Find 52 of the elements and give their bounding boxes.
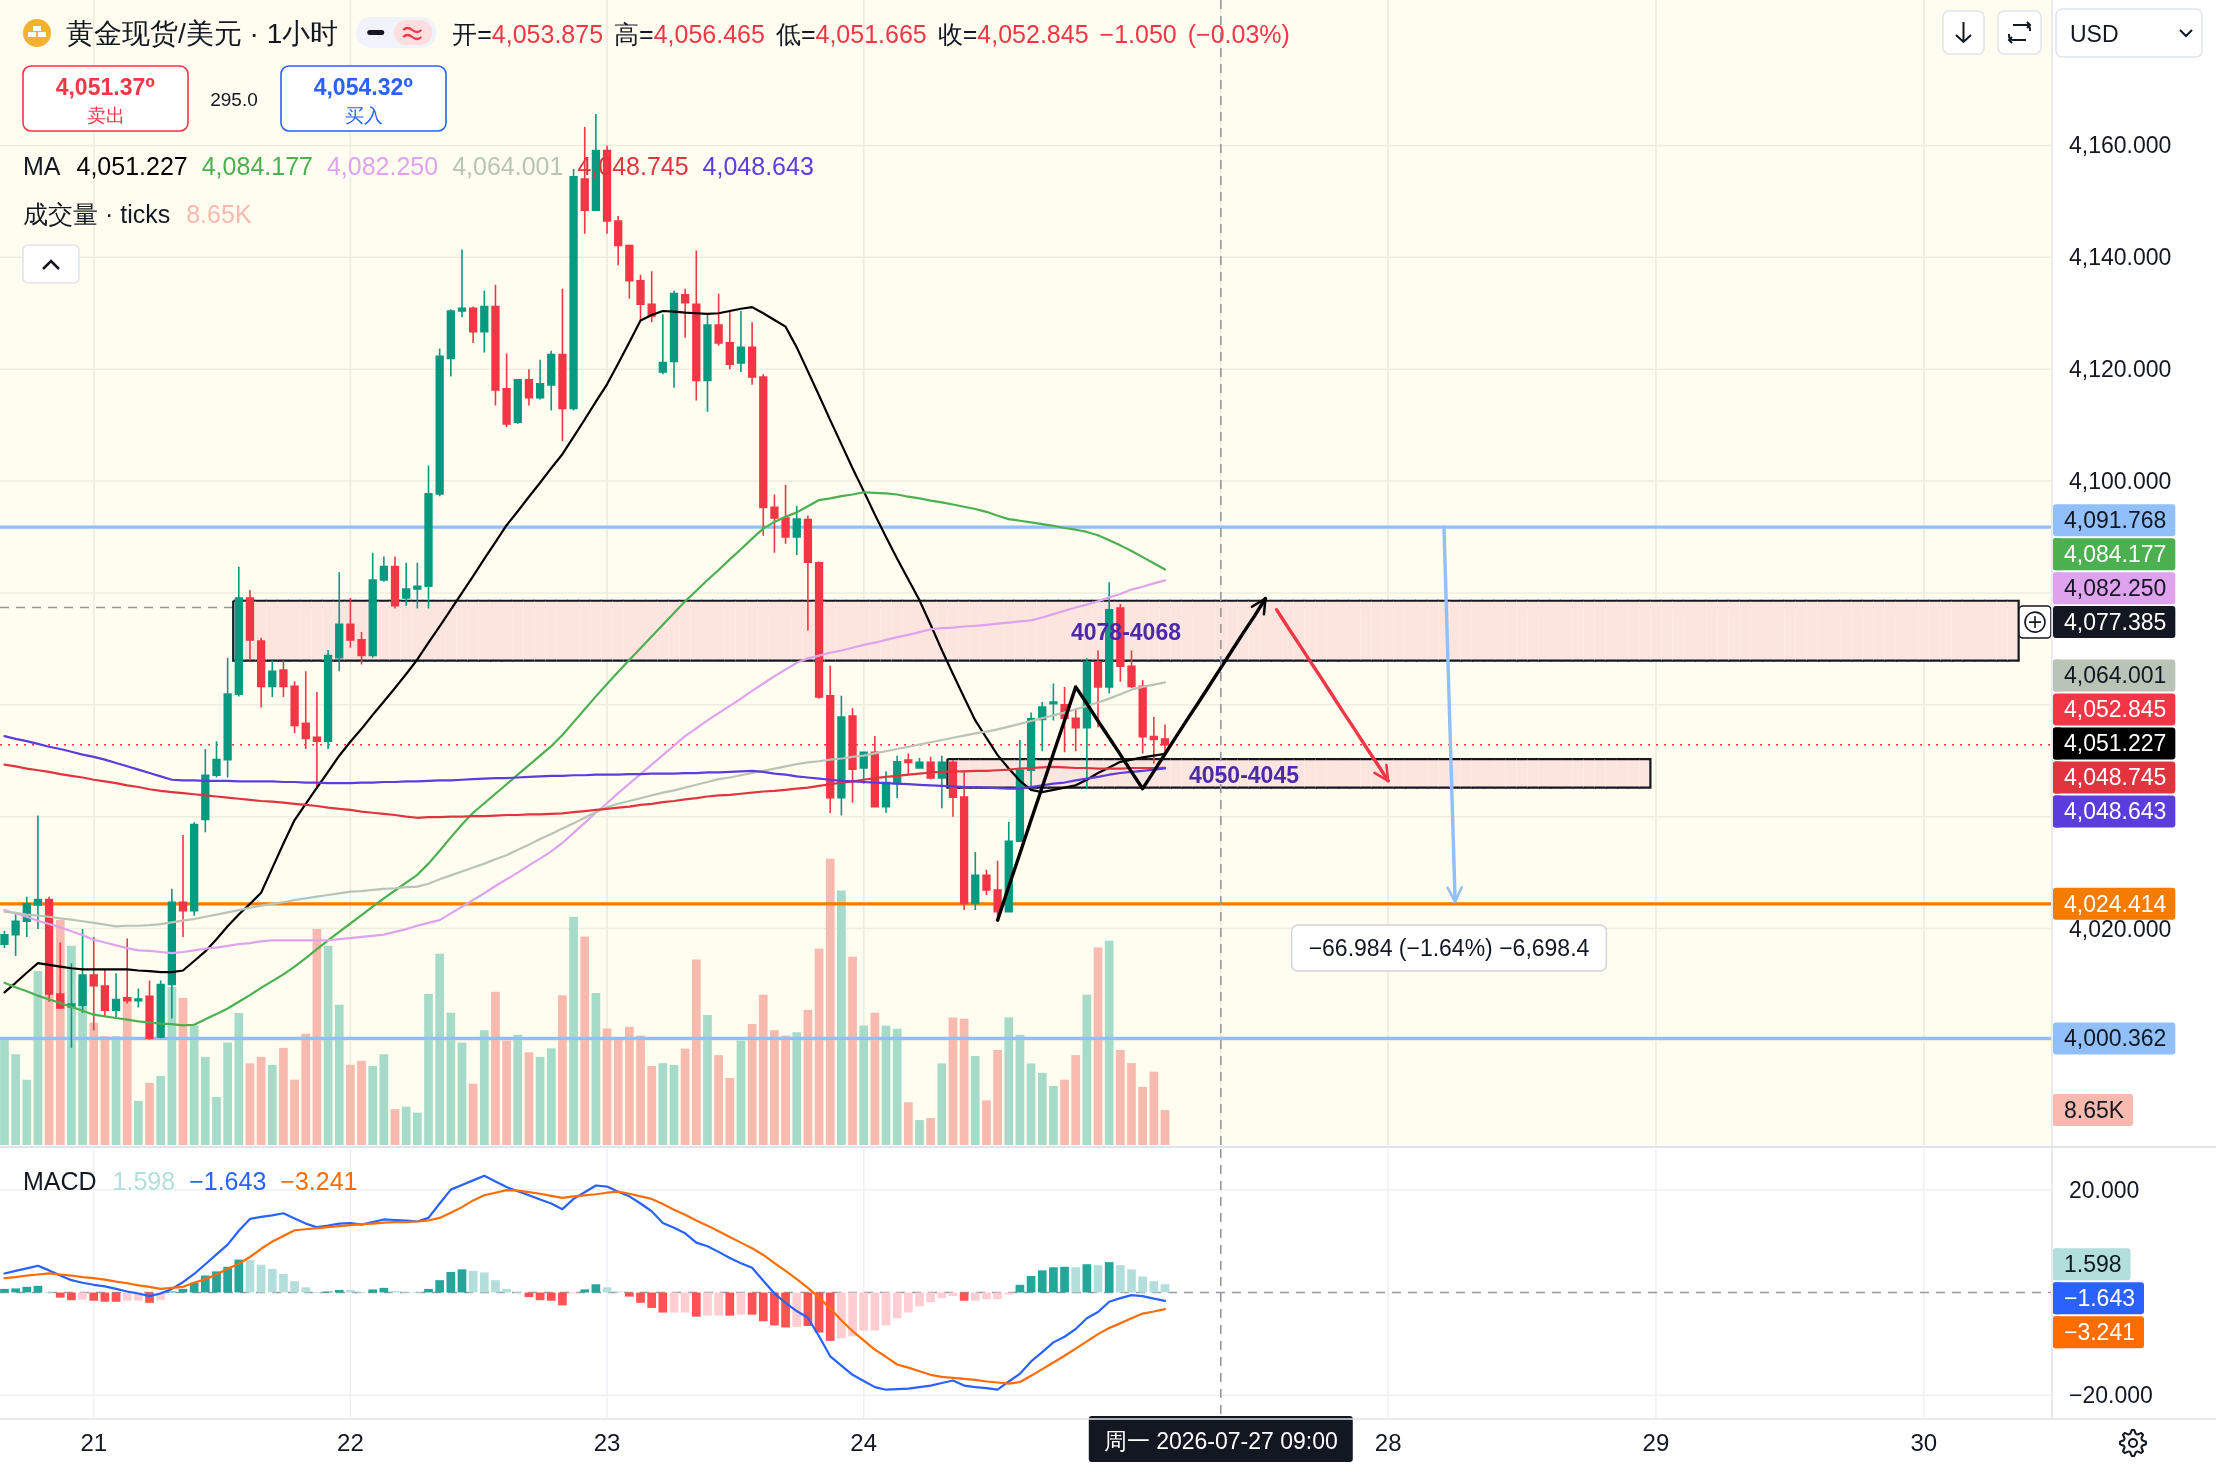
x-tick-label: 28 [1374,1429,1402,1456]
y-tick-label: 4,120.000 [2069,356,2172,383]
text: −1.643 [189,1167,267,1195]
text: 1.598 [112,1167,176,1195]
legend-label: −3.241 [2064,1319,2135,1346]
annotation: 卖出 [86,105,125,126]
annotation: 4050-4045 [1189,762,1300,788]
x-tick-label: 23 [593,1429,621,1456]
y-tick-label: 4,140.000 [2069,244,2172,271]
x-tick-label: 22 [337,1429,364,1456]
text: 4,064.001 [452,152,564,180]
legend-label: 4,084.177 [2064,541,2167,568]
legend-label: −1.643 [2064,1285,2135,1312]
y-tick-label: 4,160.000 [2069,132,2172,159]
chart-title: 成交量 · ticks [23,200,171,228]
y-tick-label: −20.000 [2069,1382,2153,1409]
text: 4,048.643 [702,152,814,180]
x-tick-label: 24 [850,1429,878,1456]
legend-label: 4,048.643 [2064,798,2167,825]
x-tick-label: 周一 2026-07-27 09:00 [1103,1428,1338,1454]
legend-label: 4,051.227 [2064,730,2167,757]
ref-line-label: 4,000.362 [2064,1025,2167,1052]
y-tick-label: 4,100.000 [2069,468,2172,495]
legend-label: 4,048.745 [2064,764,2167,791]
x-tick-label: 21 [80,1429,108,1456]
ref-line-label: 4,077.385 [2064,609,2167,636]
annotation: 4,054.32⁰ [313,74,414,100]
annotation: 295.0 [210,89,258,110]
x-tick-label: 29 [1642,1429,1670,1456]
annotation: MA [23,152,61,180]
text: USD [2070,21,2119,47]
text: 4,084.177 [201,152,313,180]
annotation: −66.984 (−1.64%) −6,698.4 [1308,935,1590,961]
legend-label: 1.598 [2064,1251,2122,1278]
text: 黄金现货/美元 · 1小时 [66,18,339,49]
annotation: 4,051.37⁰ [55,74,156,100]
text: 8.65K [186,200,252,228]
annotation: 买入 [344,105,383,126]
y-tick-label: 4,020.000 [2069,915,2172,942]
text: MACD [23,1167,97,1195]
ref-line-label: 4,091.768 [2064,507,2167,534]
legend-label: 4,082.250 [2064,575,2167,602]
ref-line-label: 4,024.414 [2064,890,2167,917]
legend-label: 4,064.001 [2064,662,2167,689]
legend-label: 8.65K [2064,1097,2125,1124]
text: 4,082.250 [326,152,439,180]
x-tick-label: 30 [1910,1429,1938,1456]
text: 开=4,053.875 高=4,056.465 低=4,051.665 收=4,052.845 −1.050 (−0.03%) [452,20,1290,48]
ref-line-label: 4,052.845 [2064,696,2167,723]
text: −3.241 [280,1167,358,1195]
text: 4,051.227 [76,152,188,180]
y-tick-label: 20.000 [2069,1176,2140,1203]
